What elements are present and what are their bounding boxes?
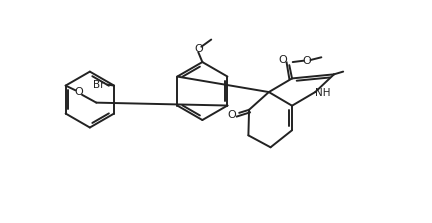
Text: O: O — [227, 110, 236, 120]
Text: Br: Br — [92, 80, 104, 90]
Text: NH: NH — [315, 89, 330, 98]
Text: O: O — [278, 55, 287, 65]
Text: O: O — [74, 87, 83, 97]
Text: O: O — [194, 44, 203, 54]
Text: O: O — [303, 56, 311, 66]
